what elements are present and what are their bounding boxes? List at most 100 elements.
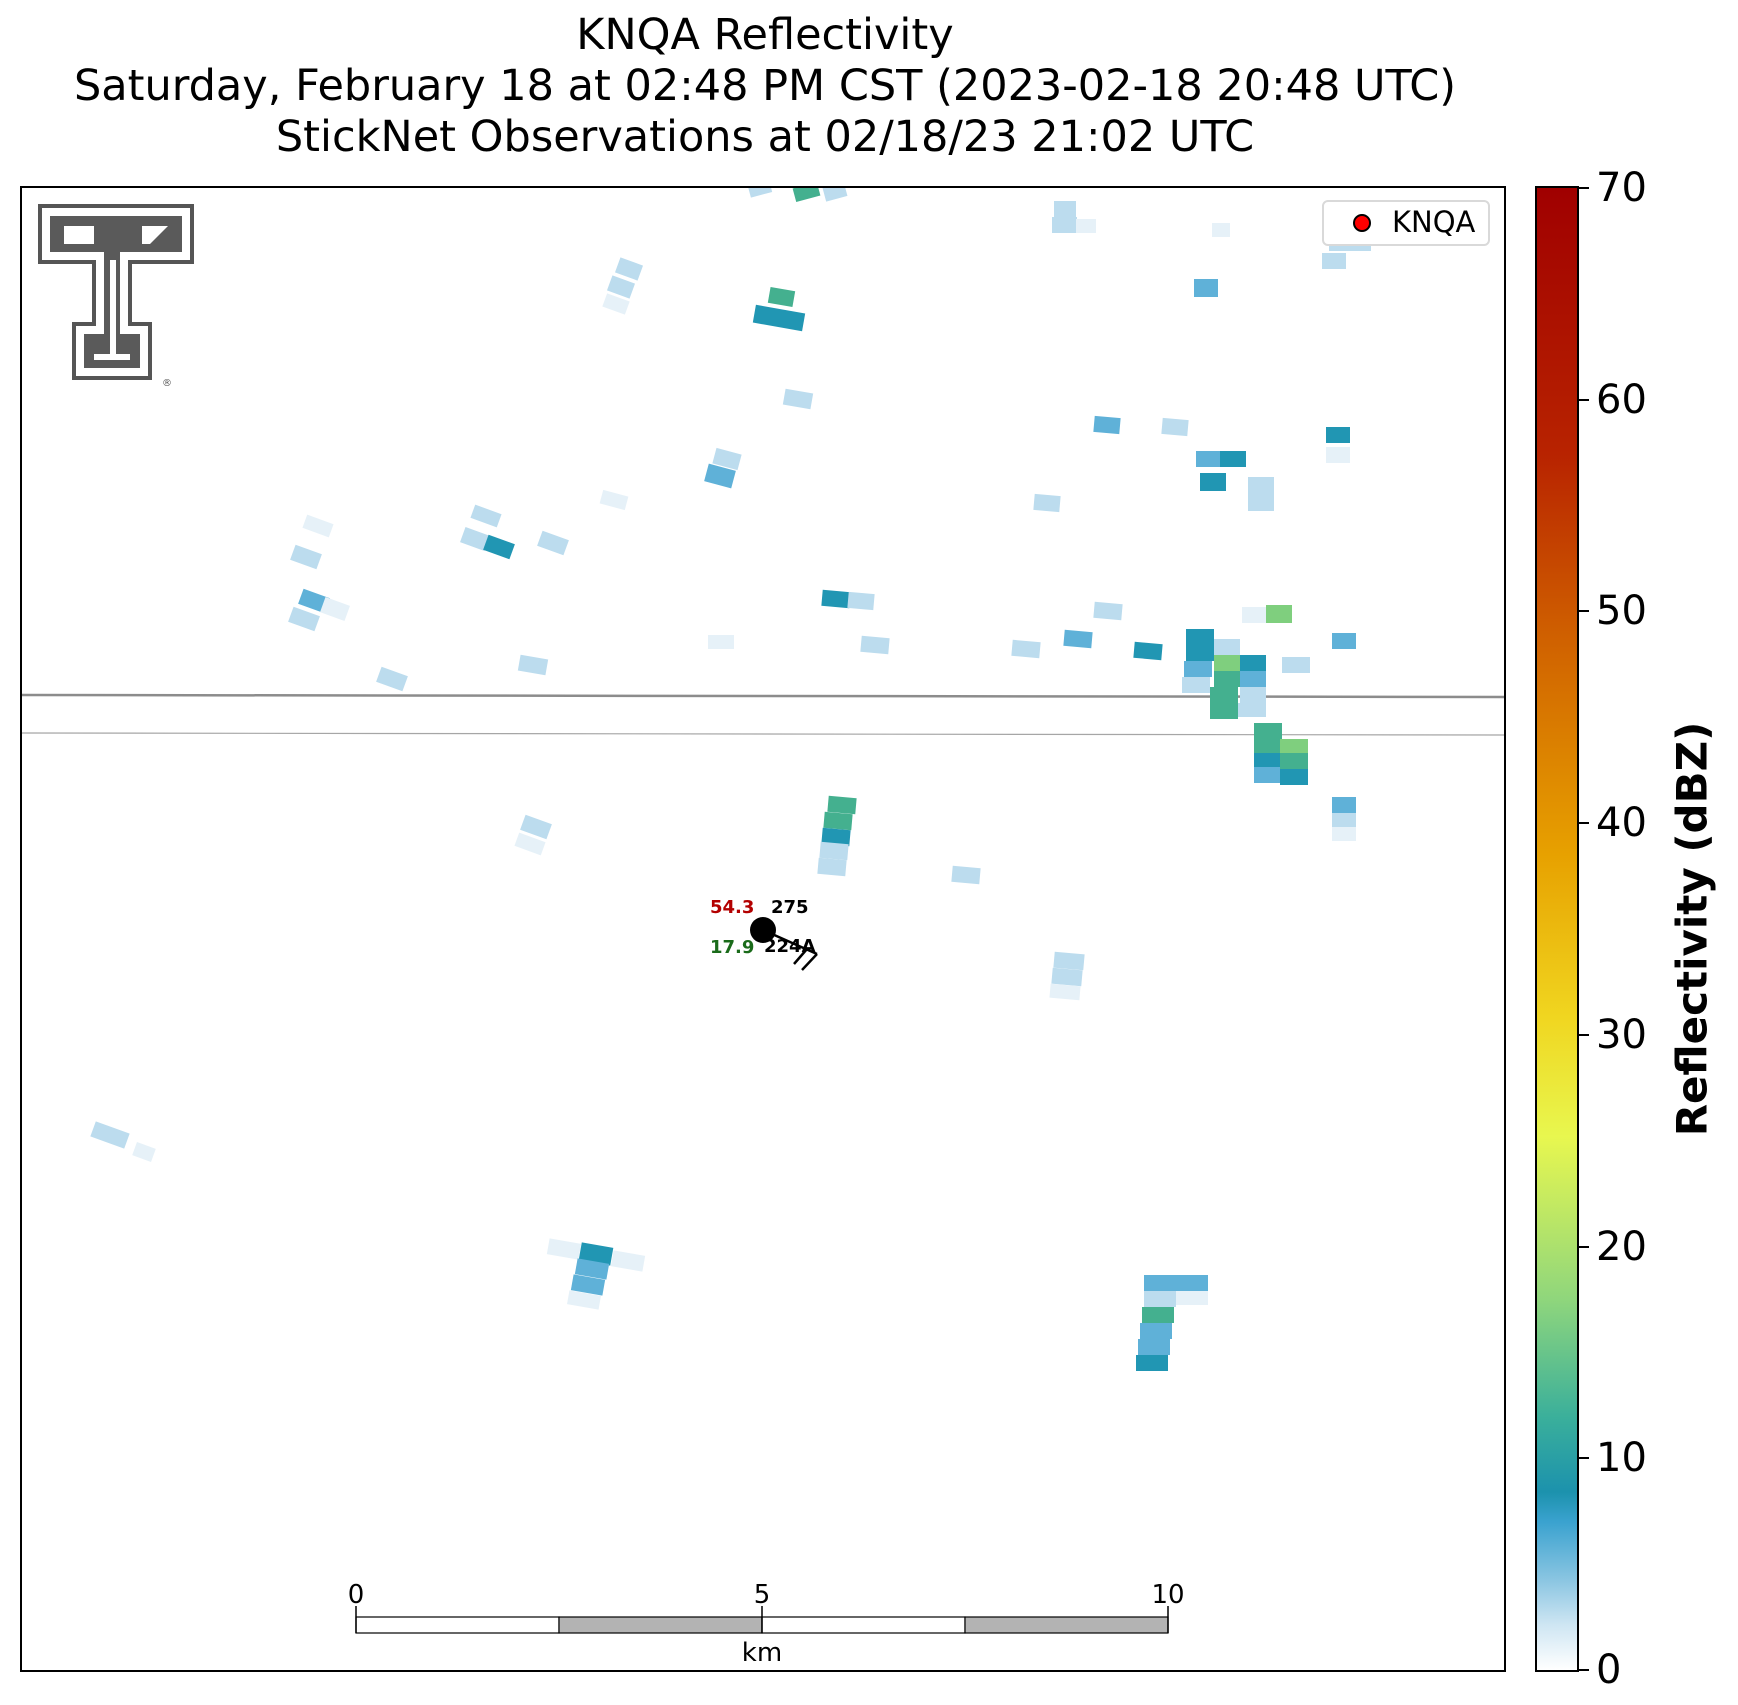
- station-id: 224A: [764, 936, 816, 957]
- reflectivity-cell: [1144, 1291, 1176, 1307]
- reflectivity-cell: [1142, 1307, 1174, 1323]
- reflectivity-cell: [1184, 661, 1212, 677]
- reflectivity-cell: [1194, 279, 1218, 297]
- reflectivity-cell: [704, 463, 736, 489]
- reflectivity-cell: [1093, 601, 1123, 621]
- reflectivity-cell: [520, 814, 552, 840]
- reflectivity-cell: [1254, 739, 1282, 755]
- reflectivity-cell: [567, 1290, 601, 1310]
- reflectivity-cell: [1280, 753, 1308, 771]
- reflectivity-cell: [1240, 671, 1266, 687]
- texas-tech-logo-icon: ®: [38, 204, 194, 389]
- reflectivity-cell: [578, 1242, 614, 1266]
- station-marker: [750, 917, 776, 943]
- reflectivity-cell: [1176, 1275, 1208, 1291]
- reflectivity-cell: [1133, 641, 1163, 661]
- legend-box: [1322, 200, 1490, 246]
- reflectivity-cell: [823, 811, 853, 831]
- reflectivity-cell: [1212, 223, 1230, 237]
- reflectivity-cell: [1332, 827, 1356, 841]
- reflectivity-cell: [1063, 629, 1093, 649]
- reflectivity-cell: [90, 1121, 130, 1149]
- radar-reflectivity-layer: [22, 188, 1504, 1634]
- wind-barb-flag-1: [801, 953, 818, 971]
- reflectivity-cell: [821, 827, 851, 847]
- reflectivity-cell: [1248, 495, 1274, 511]
- reflectivity-cell: [132, 1142, 156, 1162]
- reflectivity-cell: [1200, 473, 1226, 491]
- scale-bar-seg-1: [355, 1616, 560, 1634]
- svg-text:®: ®: [162, 378, 172, 389]
- scale-bar-label-0: 0: [347, 1580, 365, 1610]
- scale-bar-seg-3: [761, 1616, 966, 1634]
- reflectivity-cell: [1214, 671, 1240, 687]
- station-dewpoint: 17.9: [710, 937, 755, 958]
- radar-map[interactable]: [20, 186, 1506, 1672]
- colorbar-label-30: 30: [1596, 1011, 1647, 1058]
- reflectivity-cell: [1214, 639, 1240, 657]
- reflectivity-cell: [1033, 493, 1061, 513]
- reflectivity-cell: [1210, 687, 1238, 703]
- title-line-1: KNQA Reflectivity: [576, 10, 954, 60]
- reflectivity-cell: [712, 447, 742, 471]
- reflectivity-cell: [1326, 447, 1350, 463]
- reflectivity-cell: [1280, 769, 1308, 785]
- reflectivity-cell: [817, 857, 847, 877]
- colorbar-tick-40: [1579, 822, 1589, 825]
- reflectivity-cell: [1182, 677, 1210, 693]
- reflectivity-cell: [1280, 739, 1308, 755]
- reflectivity-cell: [1140, 1323, 1172, 1339]
- title-line-2: Saturday, February 18 at 02:48 PM CST (2…: [73, 61, 1457, 111]
- reflectivity-cell: [827, 795, 857, 815]
- reflectivity-cell: [1176, 1291, 1208, 1305]
- reflectivity-cell: [821, 589, 851, 609]
- reflectivity-cell: [1214, 655, 1240, 671]
- reflectivity-cell: [1282, 657, 1310, 673]
- reflectivity-cell: [1076, 219, 1096, 233]
- reflectivity-cell: [1049, 983, 1081, 1001]
- reflectivity-cell: [288, 606, 320, 632]
- colorbar-label-70: 70: [1596, 165, 1647, 211]
- colorbar-label-0: 0: [1596, 1647, 1622, 1693]
- reflectivity-cell: [1011, 639, 1041, 659]
- title-line-3: StickNet Observations at 02/18/23 21:02 …: [275, 112, 1255, 162]
- reflectivity-cell: [610, 1250, 646, 1272]
- reflectivity-cell: [752, 304, 806, 332]
- reflectivity-cell: [514, 832, 546, 856]
- reflectivity-cell: [767, 286, 796, 308]
- reflectivity-cell: [1332, 813, 1356, 829]
- reflectivity-cell: [1144, 1275, 1176, 1291]
- reflectivity-cell: [1240, 655, 1266, 671]
- reflectivity-cell: [822, 188, 848, 202]
- reflectivity-cell: [517, 654, 549, 676]
- scale-bar: [355, 1606, 1169, 1634]
- reflectivity-cell: [1051, 967, 1083, 987]
- reflectivity-cell: [747, 188, 773, 198]
- boundary-line-lower: [22, 732, 1504, 736]
- reflectivity-cell: [1242, 607, 1266, 623]
- boundary-line-upper: [22, 693, 1504, 699]
- reflectivity-cell: [614, 257, 644, 281]
- reflectivity-cell: [483, 534, 515, 560]
- reflectivity-cell: [1186, 629, 1214, 645]
- wind-barb-flag-2: [793, 948, 808, 965]
- reflectivity-cell: [1254, 767, 1282, 783]
- reflectivity-cell: [1220, 451, 1246, 467]
- scale-bar-label-10: 10: [1151, 1580, 1185, 1610]
- scale-bar-seg-2: [558, 1616, 763, 1634]
- reflectivity-cell: [1210, 703, 1238, 719]
- reflectivity-cell: [1332, 633, 1356, 649]
- reflectivity-cell: [782, 388, 814, 410]
- colorbar-label-10: 10: [1596, 1435, 1647, 1482]
- station-temperature: 54.3: [710, 897, 755, 918]
- chart-title: KNQA Reflectivity Saturday, February 18 …: [0, 10, 1530, 163]
- reflectivity-cell: [1254, 723, 1282, 741]
- reflectivity-cell: [602, 293, 630, 315]
- reflectivity-cell: [599, 489, 629, 511]
- colorbar-tick-50: [1579, 610, 1589, 613]
- reflectivity-cell: [1248, 477, 1274, 495]
- colorbar-tick-20: [1579, 1245, 1589, 1248]
- colorbar-label-60: 60: [1596, 376, 1647, 423]
- reflectivity-cell: [290, 544, 322, 570]
- reflectivity-cell: [574, 1258, 610, 1280]
